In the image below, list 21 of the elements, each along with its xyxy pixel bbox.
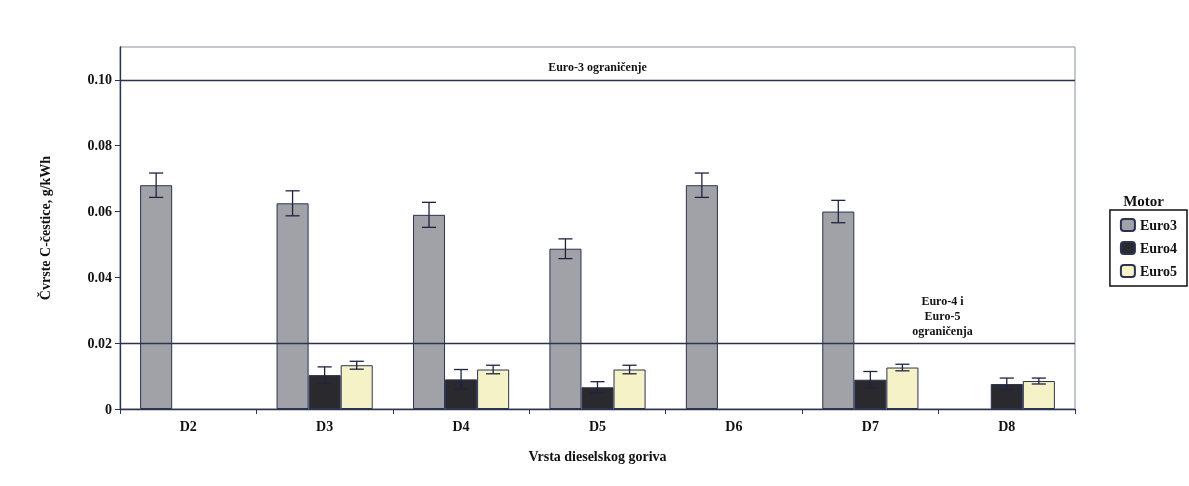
y-axis-title: Čvrste C-čestice, g/kWh	[36, 155, 53, 301]
x-tick-label: D5	[588, 418, 607, 434]
y-tick-label: 0.04	[87, 269, 112, 285]
x-tick-label: D3	[316, 418, 334, 434]
x-tick-label: D4	[452, 418, 470, 434]
x-tick-label: D2	[179, 418, 197, 434]
x-axis-title: Vrsta dieselskog goriva	[528, 448, 667, 464]
x-tick-label: D8	[998, 418, 1016, 434]
legend-title: Motor	[1123, 192, 1165, 209]
legend-label: Euro4	[1139, 240, 1178, 256]
ref-line-label: Euro-3 ograničenje	[548, 60, 648, 75]
legend-label: Euro3	[1139, 217, 1178, 233]
y-tick-label: 0.02	[87, 335, 112, 351]
ref-line-label: Euro-4 i Euro-5 ograničenja	[912, 293, 973, 338]
legend-label: Euro5	[1139, 263, 1178, 279]
y-tick-label: 0.10	[87, 72, 112, 88]
x-tick-label: D7	[861, 418, 879, 434]
y-tick-label: 0.08	[87, 138, 112, 154]
y-tick-label: 0	[105, 401, 112, 417]
y-tick-label: 0.06	[87, 204, 112, 220]
x-tick-label: D6	[725, 418, 743, 434]
